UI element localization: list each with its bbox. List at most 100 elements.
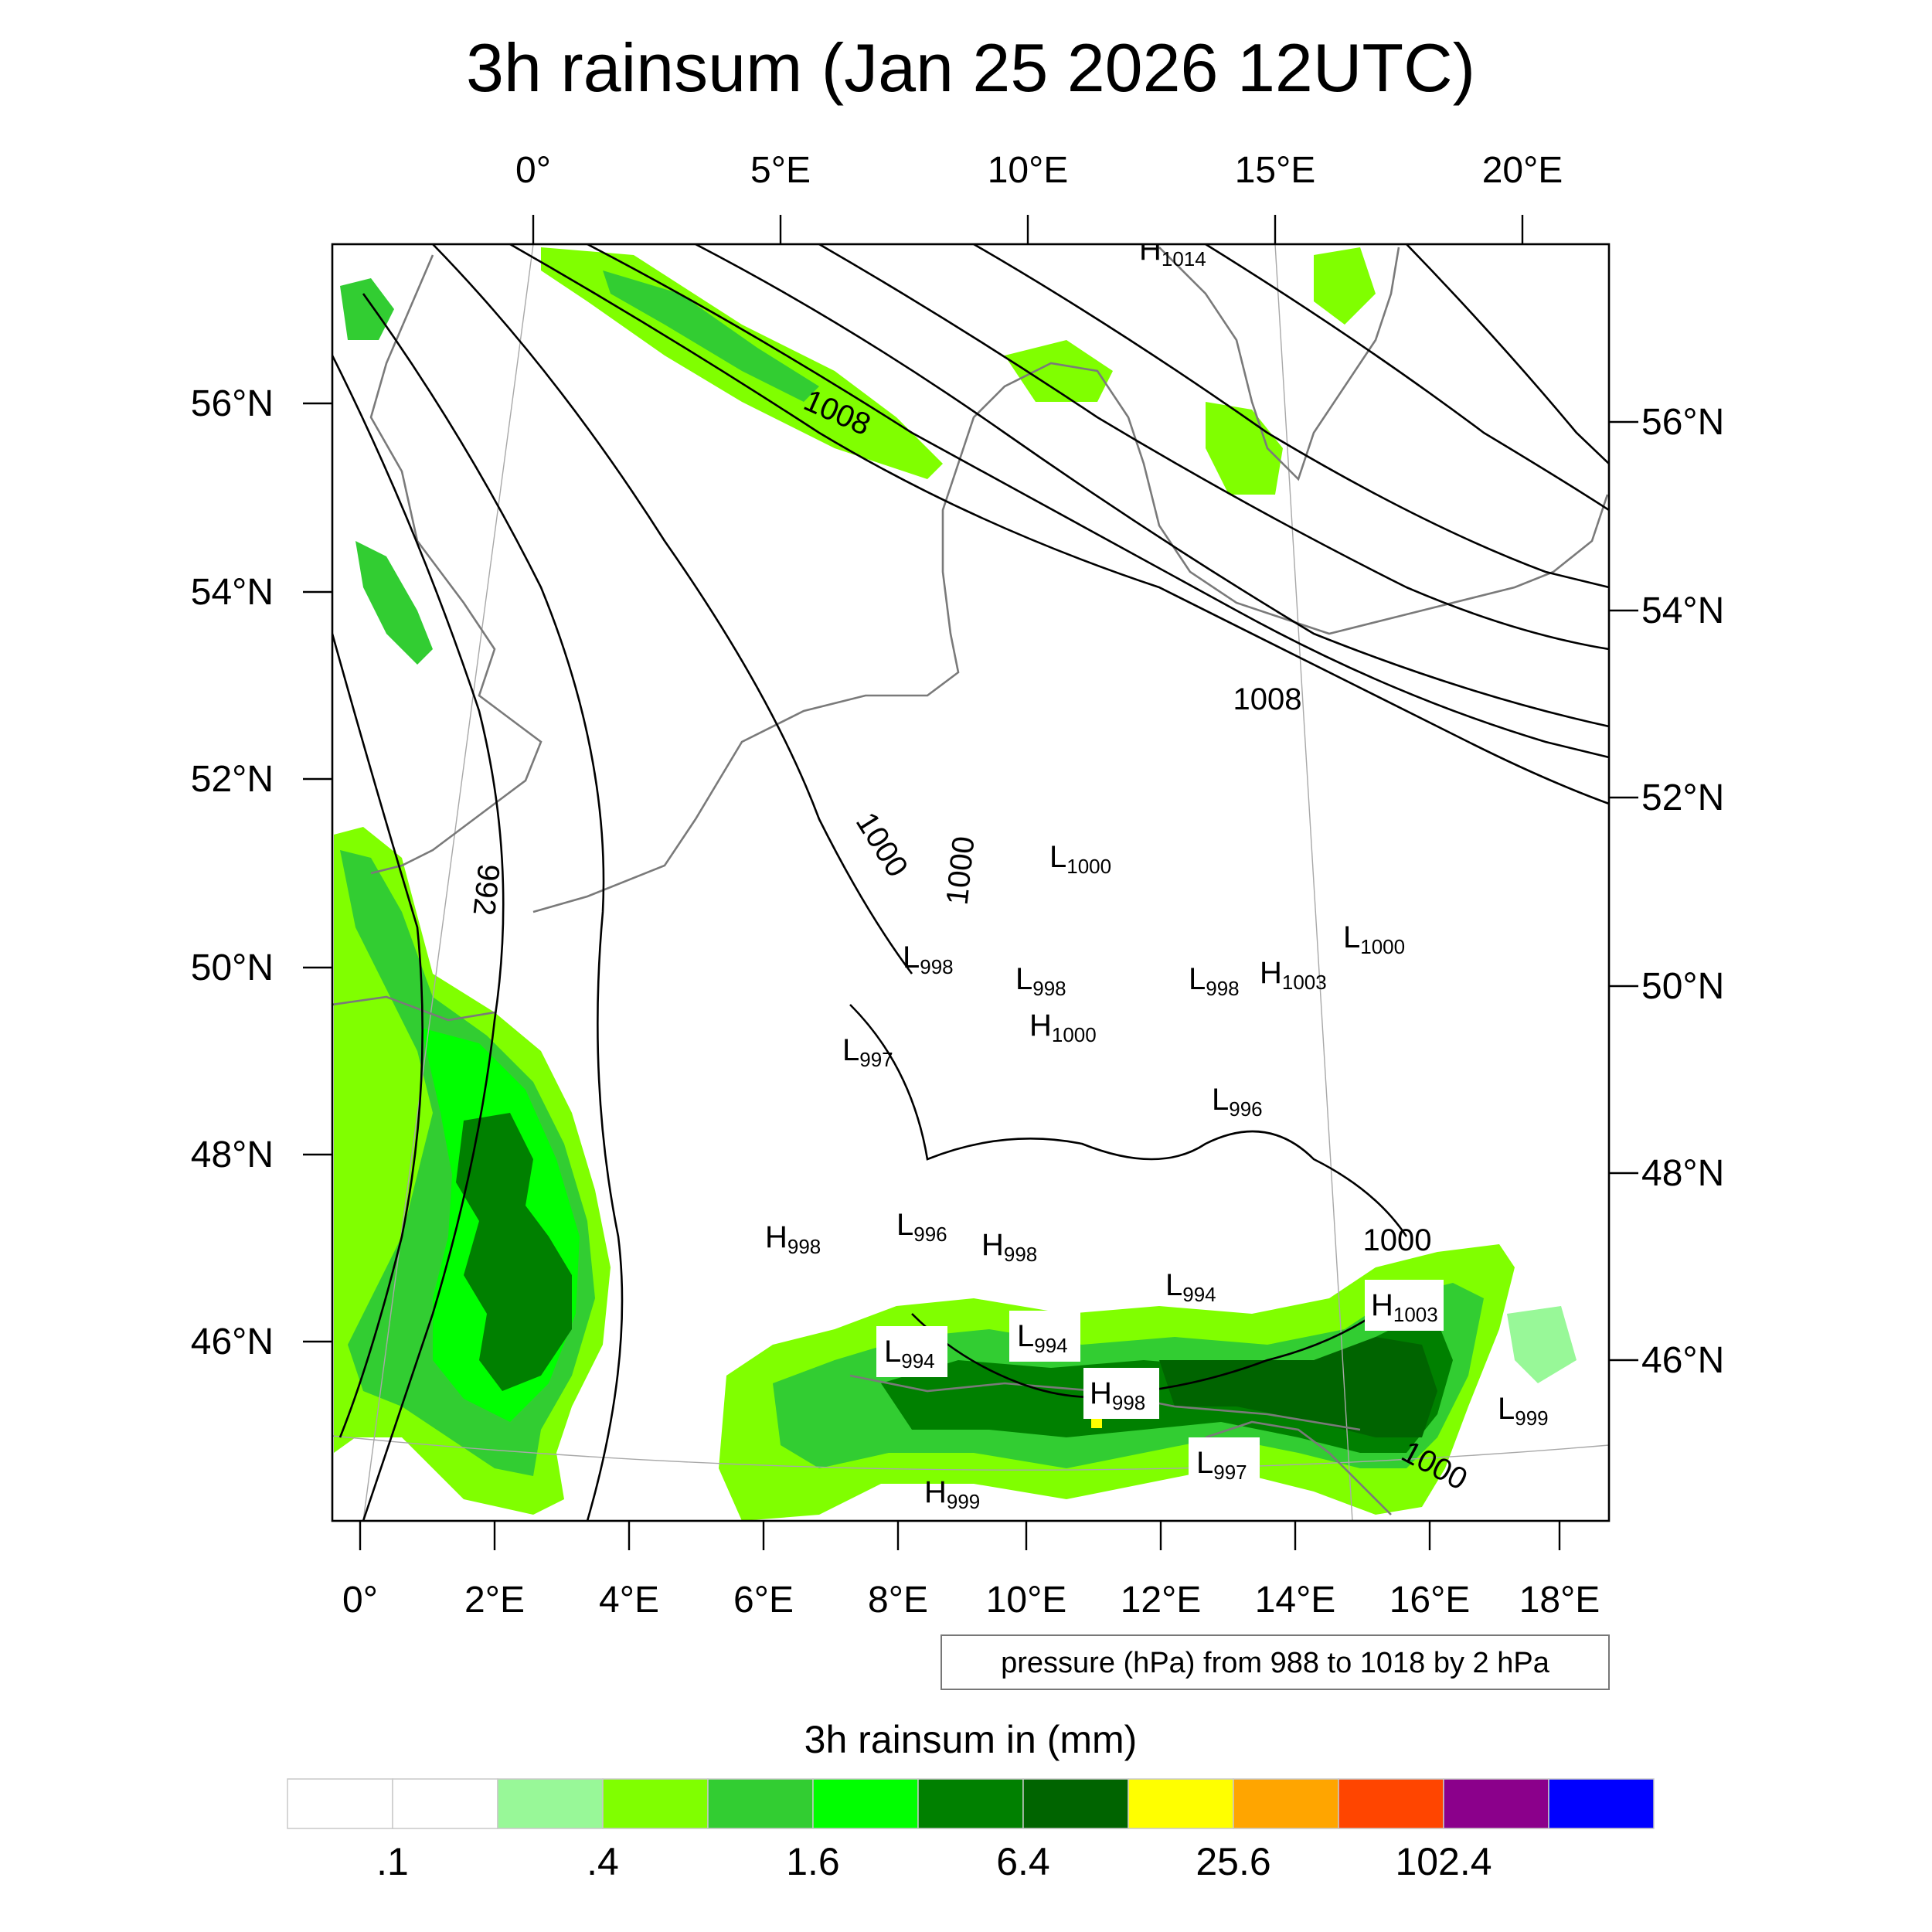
- pressure-center: L996: [1212, 1083, 1263, 1121]
- rain-area-max-spot: [1091, 1419, 1102, 1428]
- map-area: 1008 1008 1000 1000 992 1000 1000 H1014 …: [332, 244, 1609, 1521]
- pressure-center: H998: [981, 1228, 1037, 1266]
- rain-area-balkan-edge: [1507, 1306, 1577, 1383]
- colorbar-label: .4: [587, 1840, 619, 1883]
- contour-info-box: pressure (hPa) from 988 to 1018 by 2 hPa: [940, 1634, 1610, 1690]
- colorbar-box: [1443, 1778, 1549, 1829]
- colorbar-box: [812, 1778, 919, 1829]
- pressure-center: H999: [924, 1475, 980, 1513]
- colorbar-label: .1: [376, 1840, 409, 1883]
- pressure-center-box: [1365, 1280, 1444, 1331]
- pressure-center: L994: [1165, 1268, 1216, 1306]
- pressure-center: L1000: [1049, 840, 1111, 878]
- pressure-center: L996: [896, 1208, 947, 1246]
- right-lat-label: 52°N: [1641, 777, 1724, 818]
- colorbar-boxes: [287, 1778, 1655, 1829]
- coast-adriatic: [1205, 1420, 1392, 1515]
- colorbar-label: 6.4: [996, 1840, 1050, 1883]
- bottom-lon-label: 6°E: [733, 1580, 794, 1621]
- isobar-label: 992: [467, 862, 506, 917]
- bottom-lon-label: 10°E: [986, 1580, 1067, 1621]
- bottom-lon-label: 0°: [342, 1580, 378, 1621]
- pressure-center-box: [1009, 1311, 1080, 1362]
- bottom-lon-label: 4°E: [599, 1580, 659, 1621]
- right-lat-label: 50°N: [1641, 966, 1724, 1007]
- pressure-center: L998: [1015, 962, 1066, 1000]
- pressure-center: L999: [1498, 1392, 1549, 1430]
- colorbar-box: [1128, 1778, 1234, 1829]
- pressure-centers: H1014 L1000 L1000 L998 L998 L998 H1003 H…: [765, 244, 1549, 1513]
- top-lon-label: 15°E: [1235, 150, 1316, 191]
- top-lon-label: 20°E: [1482, 150, 1563, 191]
- colorbar-labels: .1 .4 1.6 6.4 25.6 102.4: [376, 1840, 1492, 1883]
- colorbar-box: [917, 1778, 1024, 1829]
- pressure-center: L997: [1196, 1446, 1247, 1484]
- graticule: [332, 244, 1609, 1521]
- rain-area-denmark: [1005, 340, 1113, 402]
- left-lat-label: 50°N: [191, 947, 274, 988]
- right-lat-label: 46°N: [1641, 1340, 1724, 1381]
- pressure-center: L994: [884, 1335, 935, 1372]
- left-lat-label: 54°N: [191, 572, 274, 613]
- bottom-lon-label: 16°E: [1389, 1580, 1471, 1621]
- right-lat-label: 48°N: [1641, 1153, 1724, 1194]
- bottom-lon-label: 2°E: [464, 1580, 525, 1621]
- colorbar-box: [1548, 1778, 1655, 1829]
- bottom-lon-label: 8°E: [868, 1580, 928, 1621]
- pressure-center: H998: [1090, 1376, 1145, 1414]
- isobar-label: 1008: [1233, 682, 1302, 716]
- coastlines: [332, 247, 1609, 1515]
- colorbar-box: [1338, 1778, 1444, 1829]
- colorbar-box: [287, 1778, 393, 1829]
- bottom-lon-label: 18°E: [1519, 1580, 1600, 1621]
- pressure-center: H1003: [1371, 1288, 1438, 1326]
- pressure-center: H1003: [1260, 956, 1327, 994]
- axis-ticks: [303, 215, 1638, 1550]
- right-lat-label: 56°N: [1641, 402, 1724, 443]
- rain-area-northwest-strip: [355, 541, 433, 665]
- rain-area-baltic-north: [1314, 247, 1376, 325]
- colorbar-title: 3h rainsum in (mm): [804, 1718, 1138, 1761]
- pressure-center: L1000: [1343, 920, 1405, 958]
- colorbar-box: [497, 1778, 604, 1829]
- pressure-center: H998: [765, 1220, 821, 1258]
- colorbar-label: 25.6: [1196, 1840, 1270, 1883]
- axis-labels: 0° 5°E 10°E 15°E 20°E 0° 2°E 4°E 6°E 8°E…: [191, 150, 1725, 1621]
- pressure-center-box: [1083, 1368, 1159, 1419]
- pressure-center: L998: [903, 940, 954, 978]
- colorbar-label: 102.4: [1395, 1840, 1492, 1883]
- rain-area-west-dark: [456, 1113, 572, 1391]
- rain-area-north-sea-core: [603, 270, 819, 402]
- isobar-label: 1000: [940, 835, 981, 906]
- top-lon-label: 10°E: [988, 150, 1069, 191]
- map-border: [331, 243, 1611, 1522]
- rain-area-sweden: [1206, 402, 1283, 495]
- pressure-center-box: [1189, 1437, 1260, 1488]
- left-lat-label: 46°N: [191, 1321, 274, 1362]
- border-europe-west: [332, 995, 495, 1022]
- pressure-center-box: [876, 1326, 947, 1377]
- pressure-center: H1000: [1029, 1009, 1097, 1046]
- pressure-center: L997: [842, 1033, 893, 1071]
- bottom-lon-label: 12°E: [1121, 1580, 1202, 1621]
- contour-info-text: pressure (hPa) from 988 to 1018 by 2 hPa: [1001, 1647, 1550, 1679]
- colorbar-label: 1.6: [786, 1840, 840, 1883]
- colorbar-box: [707, 1778, 814, 1829]
- left-lat-label: 56°N: [191, 383, 274, 424]
- pressure-center: L994: [1017, 1319, 1068, 1357]
- colorbar-box: [1233, 1778, 1339, 1829]
- coast-britain-east: [369, 254, 543, 875]
- isobar-label: 1000: [1363, 1223, 1432, 1257]
- map-title: 3h rainsum (Jan 25 2026 12UTC): [466, 29, 1475, 106]
- bottom-lon-label: 14°E: [1255, 1580, 1336, 1621]
- left-lat-label: 52°N: [191, 759, 274, 800]
- colorbar: 3h rainsum in (mm) .1 .4 1.6 6.4 25.6 10…: [287, 1718, 1655, 1883]
- rain-area-northwest-corner: [340, 278, 394, 340]
- coast-sweden: [1158, 247, 1400, 481]
- colorbar-box: [1022, 1778, 1129, 1829]
- top-lon-label: 5°E: [750, 150, 811, 191]
- top-lon-label: 0°: [515, 150, 551, 191]
- coast-continent-north: [532, 362, 1609, 913]
- colorbar-box: [392, 1778, 498, 1829]
